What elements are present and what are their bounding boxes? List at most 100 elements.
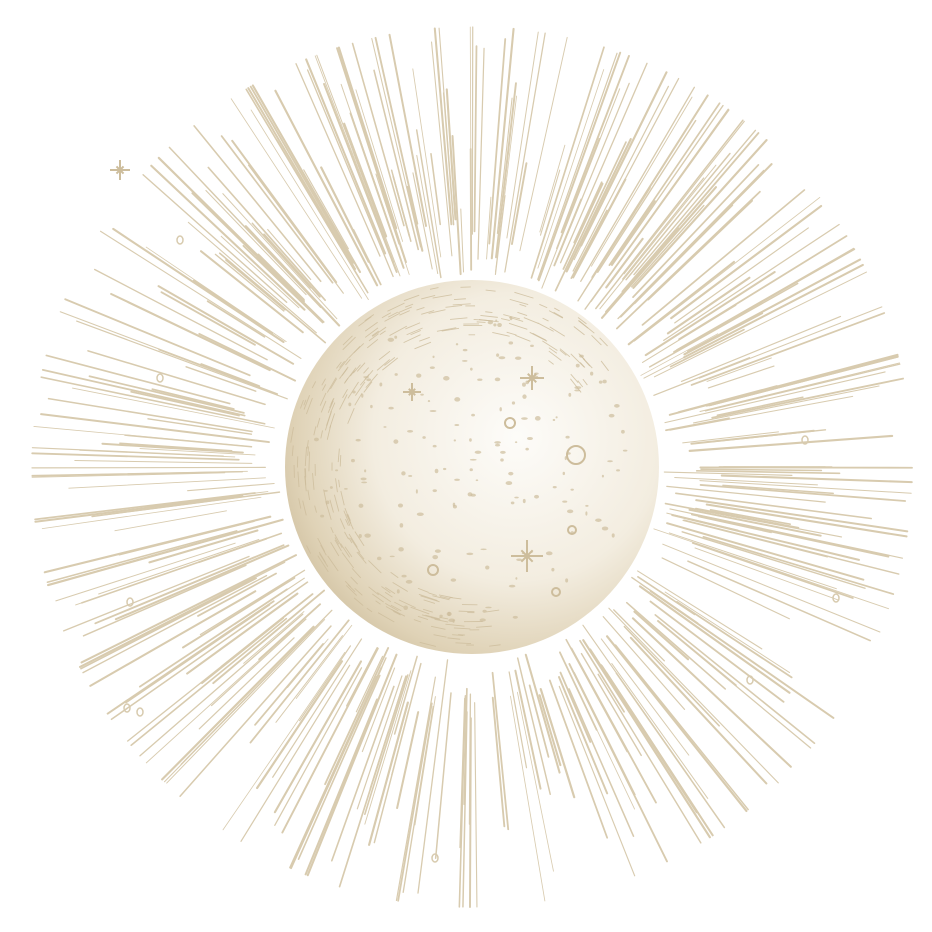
ray [711, 377, 904, 419]
ray [673, 248, 856, 353]
hatch-line [344, 378, 349, 384]
hatch-line [582, 358, 591, 367]
ray [695, 499, 909, 533]
hatch-line [476, 625, 492, 628]
crater-dot [508, 584, 516, 588]
hatch-line [349, 370, 356, 377]
hatch-line [423, 608, 433, 613]
hatch-line [591, 335, 602, 346]
ray [664, 371, 886, 424]
ray [80, 577, 257, 670]
ray [198, 332, 297, 382]
ray [303, 169, 349, 250]
ray [702, 535, 895, 595]
hatch-line [363, 381, 373, 393]
hatch-line [320, 430, 323, 439]
ray [231, 139, 338, 284]
crater [566, 445, 586, 465]
ray [395, 676, 436, 902]
crater-dot [564, 456, 567, 461]
ray [46, 530, 238, 583]
ray [670, 204, 823, 320]
crater-dot [394, 335, 398, 339]
ray [251, 84, 362, 274]
ray [251, 222, 312, 289]
crater-dot [552, 418, 556, 422]
hatch-line [291, 445, 294, 457]
hatch-line [356, 551, 367, 564]
hatch-line [492, 332, 510, 337]
crater-dot [498, 356, 506, 360]
ray [688, 508, 822, 537]
ray [514, 669, 542, 790]
hatch-line [393, 610, 401, 616]
hatch-line [363, 367, 369, 374]
ray [375, 173, 400, 245]
ray [368, 701, 409, 846]
hatch-line [344, 531, 349, 540]
crater-dot [398, 547, 404, 552]
crater-dot [525, 447, 529, 451]
ray [539, 688, 576, 799]
crater-dot [432, 355, 435, 359]
ray [338, 675, 407, 888]
moon-craters [313, 316, 628, 623]
ray [31, 472, 226, 478]
crater-dot [497, 322, 502, 328]
ray [47, 397, 253, 433]
hatch-line [290, 427, 294, 443]
crater-dot [521, 417, 528, 420]
hatch-line [376, 359, 391, 371]
ray [477, 47, 485, 260]
hatch-line [348, 537, 353, 544]
ray [142, 174, 288, 303]
hatch-line [342, 336, 356, 351]
ray [114, 544, 290, 621]
ray [682, 431, 779, 444]
ray [256, 660, 344, 790]
hatch-line [384, 591, 393, 598]
hatch-line [354, 588, 363, 596]
hatch-line [458, 610, 475, 613]
ray [539, 169, 561, 236]
ray [257, 253, 305, 301]
crater-dot [482, 609, 487, 613]
ray [222, 193, 338, 320]
ray [445, 88, 457, 221]
ray [666, 276, 751, 335]
ray [397, 702, 433, 902]
crater-dot [611, 533, 615, 538]
ray [157, 285, 295, 365]
crater-dot [432, 555, 439, 560]
hatch-line [334, 534, 343, 549]
ray [431, 41, 453, 257]
ray [677, 385, 779, 414]
ray [458, 694, 467, 908]
hatch-line [302, 500, 307, 516]
ray [112, 227, 285, 343]
hatch-line [303, 399, 307, 406]
ray [704, 363, 901, 412]
ray [295, 63, 381, 257]
hatch-line [305, 397, 313, 415]
crater-dot [493, 323, 497, 327]
crater-dot [389, 555, 395, 558]
ray [680, 315, 842, 383]
crater-dot [379, 382, 383, 387]
hatch-line [390, 571, 399, 579]
ray [623, 120, 745, 275]
hatch-line [317, 555, 329, 573]
ray [698, 306, 883, 379]
ray [568, 688, 635, 837]
ray [287, 638, 329, 689]
ray [570, 209, 608, 279]
hatch-line [338, 479, 341, 488]
hatch-line [346, 514, 354, 530]
ray [191, 192, 325, 323]
ray [722, 484, 834, 495]
ray [605, 227, 680, 313]
ray [538, 694, 562, 767]
ray [91, 491, 281, 518]
hatch-line [353, 597, 364, 606]
crater-dot [432, 444, 437, 448]
